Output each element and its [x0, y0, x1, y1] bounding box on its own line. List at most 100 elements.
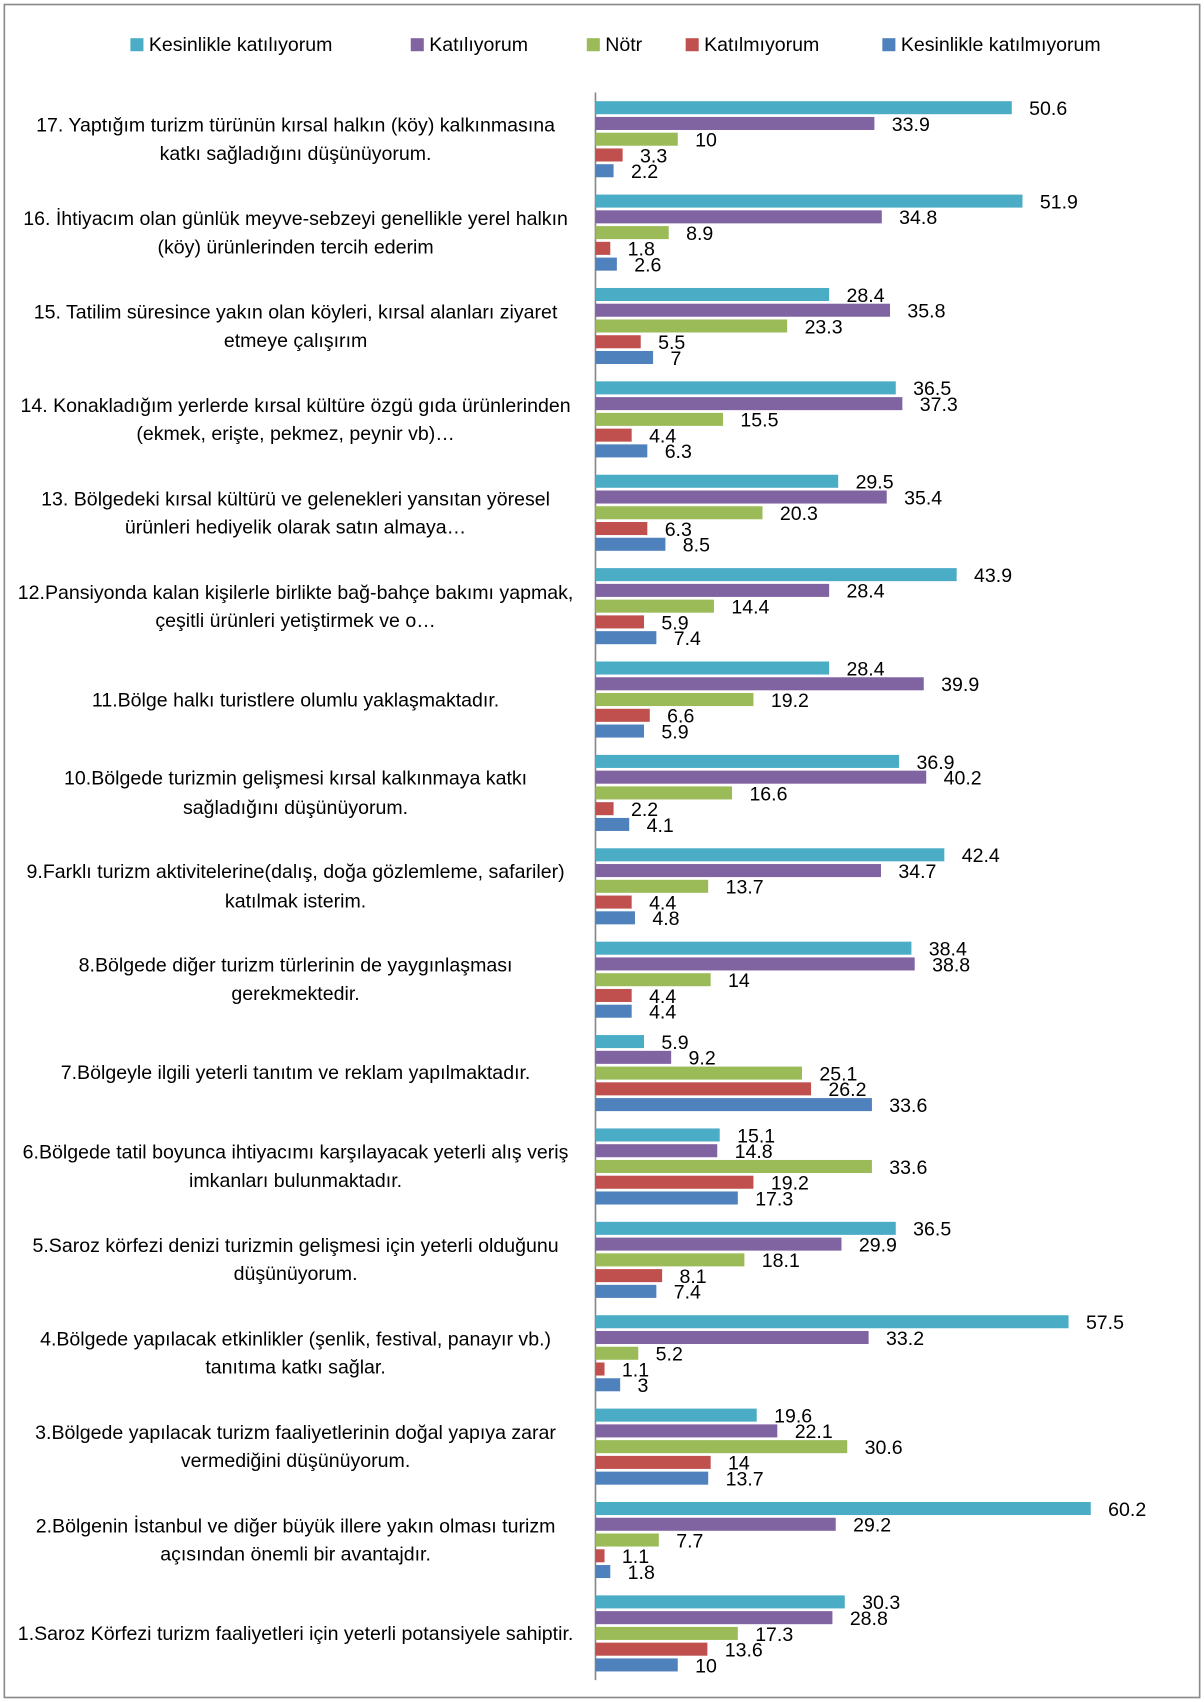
category-label-box: 15. Tatilim süresince yakın olan köyleri… — [34, 301, 558, 351]
bar — [595, 490, 887, 504]
category-label: 14. Konakladığım yerlerde kırsal kültüre… — [20, 394, 571, 445]
value-label: 1.1 — [622, 1546, 649, 1568]
bar — [595, 1626, 738, 1640]
bar — [595, 1658, 678, 1672]
bar — [595, 631, 657, 645]
bar — [595, 911, 635, 925]
bar — [595, 257, 617, 271]
bar — [595, 319, 788, 333]
legend-label: Katılıyorum — [429, 34, 528, 56]
category-label-box: 4.Bölgede yapılacak etkinlikler (şenlik,… — [40, 1328, 552, 1379]
category-label: 10.Bölgede turizmin gelişmesi kırsal kal… — [64, 767, 528, 818]
bar — [595, 148, 623, 162]
legend-label: Kesinlikle katılmıyorum — [901, 34, 1101, 56]
category-label: 6.Bölgede tatil boyunca ihtiyacımı karşı… — [22, 1141, 569, 1192]
value-label: 36.5 — [913, 1219, 951, 1241]
value-label: 7.7 — [676, 1530, 703, 1552]
value-label: 10 — [695, 1655, 717, 1677]
value-label: 20.3 — [780, 503, 818, 525]
value-label: 14 — [728, 1453, 750, 1475]
bar — [595, 1237, 842, 1251]
bar — [595, 1642, 708, 1656]
bar — [595, 1378, 621, 1392]
category-label: 2.Bölgenin İstanbul ve diğer büyük iller… — [35, 1514, 556, 1566]
category-label-box: 10.Bölgede turizmin gelişmesi kırsal kal… — [64, 767, 528, 818]
bar — [595, 895, 632, 909]
category-label: 17. Yaptığım turizm türünün kırsal halkı… — [36, 114, 556, 165]
category-label: 9.Farklı turizm aktivitelerine(dalış, do… — [26, 861, 565, 912]
category-label: 5.Saroz körfezi denizi turizmin gelişmes… — [32, 1234, 559, 1285]
legend-label: Nötr — [605, 34, 642, 56]
bar — [595, 164, 614, 178]
bar — [595, 802, 614, 816]
category-label: 12.Pansiyonda kalan kişilerle birlikte b… — [17, 581, 574, 632]
category-label-box: 1.Saroz Körfezi turizm faaliyetleri için… — [18, 1622, 574, 1644]
bar — [595, 1517, 836, 1531]
category-label-box: 12.Pansiyonda kalan kişilerle birlikte b… — [17, 581, 574, 632]
value-label: 22.1 — [795, 1421, 833, 1443]
value-label: 28.4 — [847, 285, 885, 307]
category-label-box: 6.Bölgede tatil boyunca ihtiyacımı karşı… — [22, 1141, 569, 1192]
bar — [595, 1595, 845, 1609]
category-label-box: 14. Konakladığım yerlerde kırsal kültüre… — [20, 394, 571, 445]
value-label: 7.4 — [674, 1282, 701, 1304]
value-label: 33.2 — [886, 1328, 924, 1350]
category-label: 3.Bölgede yapılacak turizm faaliyetlerin… — [35, 1421, 556, 1472]
legend-swatch — [586, 38, 600, 52]
bar — [595, 210, 882, 224]
value-label: 30.6 — [865, 1437, 903, 1459]
value-label: 14 — [728, 970, 750, 992]
value-label: 13.7 — [726, 877, 764, 899]
bar — [595, 1440, 848, 1454]
bar — [595, 1315, 1069, 1329]
value-label: 29.9 — [859, 1234, 897, 1256]
legend-swatch — [685, 38, 699, 52]
bar — [595, 879, 709, 893]
value-label: 43.9 — [974, 565, 1012, 587]
value-label: 2.2 — [631, 799, 658, 821]
category-label-box: 11.Bölge halkı turistlere olumlu yaklaşm… — [91, 688, 500, 711]
value-label: 8.9 — [686, 223, 713, 245]
value-label: 36.9 — [916, 752, 954, 774]
bar — [595, 1191, 738, 1205]
bar — [595, 522, 648, 536]
bar — [595, 101, 1012, 115]
bar — [595, 412, 724, 426]
bar — [595, 132, 678, 146]
value-label: 3 — [638, 1375, 649, 1397]
value-label: 25.1 — [819, 1063, 857, 1085]
value-label: 40.2 — [944, 768, 982, 790]
bar — [595, 770, 927, 784]
value-label: 33.6 — [889, 1157, 927, 1179]
value-label: 14.4 — [731, 596, 769, 618]
value-label: 8.1 — [680, 1266, 707, 1288]
value-label: 6.3 — [665, 441, 692, 463]
category-label: 13. Bölgedeki kırsal kültürü ve gelenekl… — [41, 487, 550, 538]
bar — [595, 474, 839, 488]
value-label: 34.7 — [898, 861, 936, 883]
value-label: 51.9 — [1040, 191, 1078, 213]
bar — [595, 1424, 778, 1438]
value-label: 33.9 — [892, 114, 930, 136]
bar — [595, 1284, 657, 1298]
value-label: 42.4 — [962, 845, 1000, 867]
bar — [595, 1408, 757, 1422]
category-label: 4.Bölgede yapılacak etkinlikler (şenlik,… — [40, 1328, 552, 1379]
value-label: 4.4 — [649, 425, 676, 447]
category-label: 16. İhtiyacım olan günlük meyve-sebzeyi … — [23, 207, 568, 258]
value-label: 17.3 — [755, 1624, 793, 1646]
value-label: 6.3 — [665, 519, 692, 541]
category-label: 11.Bölge halkı turistlere olumlu yaklaşm… — [91, 688, 500, 711]
bar — [595, 1082, 812, 1096]
value-label: 5.2 — [656, 1344, 683, 1366]
value-label: 19.6 — [774, 1405, 812, 1427]
bar — [595, 1253, 745, 1267]
bar — [595, 583, 830, 597]
value-label: 4.4 — [649, 986, 676, 1008]
bar — [595, 599, 714, 613]
value-label: 19.2 — [771, 690, 809, 712]
bar — [595, 444, 648, 458]
bar — [595, 754, 900, 768]
value-label: 5.9 — [661, 721, 688, 743]
bar — [595, 1549, 605, 1563]
